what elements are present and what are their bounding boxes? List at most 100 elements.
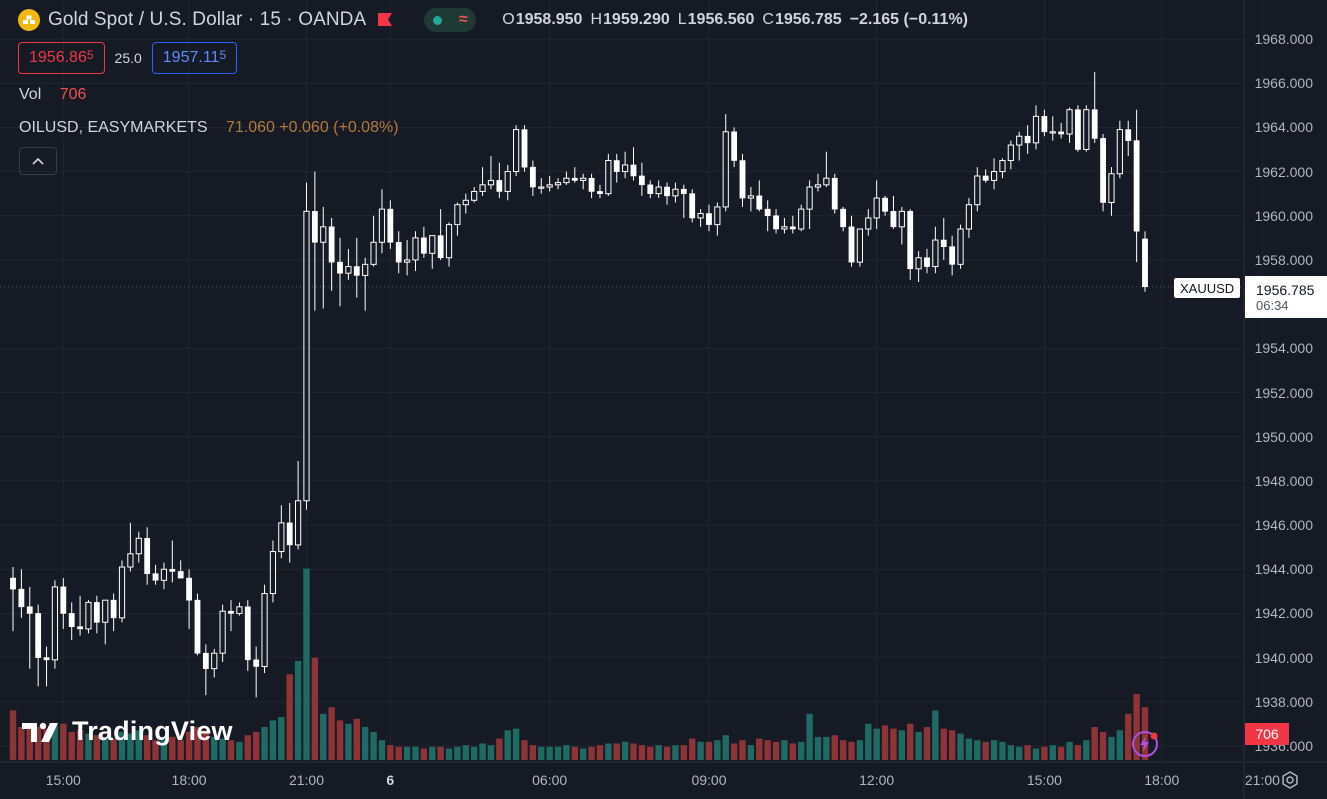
candle-body-up: [370, 241, 377, 265]
comparison-symbol: OILUSD, EASYMARKETS: [19, 119, 208, 136]
candle-body-down: [949, 246, 956, 265]
candle-body-down: [940, 239, 947, 247]
collapse-legend-button[interactable]: [19, 147, 57, 175]
red-flag-icon[interactable]: [376, 11, 394, 29]
candle-body-down: [630, 164, 637, 177]
candle-body-down: [597, 191, 603, 194]
candle-body-up: [1032, 115, 1040, 144]
volume-bar: [278, 717, 285, 760]
candle-body-up: [1108, 173, 1115, 203]
candle-body-up: [278, 522, 285, 553]
trade-buttons: 1956.86 5 25.0 1957.11 5: [18, 42, 238, 74]
candle-body-down: [395, 241, 402, 263]
volume-bar: [252, 731, 260, 760]
volume-bar: [747, 745, 755, 760]
volume-bar: [781, 740, 788, 760]
volume-bar: [571, 746, 579, 760]
volume-bar: [487, 745, 495, 760]
price-tick-label: 1938.000: [1254, 693, 1313, 710]
candle-body-down: [496, 180, 503, 192]
volume-bar: [303, 568, 310, 760]
volume-bar: [940, 728, 947, 760]
candle-body-up: [722, 131, 729, 208]
volume-bar: [546, 746, 553, 760]
volume-bar: [1024, 745, 1031, 760]
candle-body-up: [269, 551, 277, 595]
volume-bar: [244, 735, 251, 760]
candle-body-up: [781, 226, 788, 230]
candle-body-up: [513, 129, 520, 173]
sell-price: 1956.86: [29, 49, 87, 66]
volume-bar: [831, 735, 838, 760]
volume-bar: [1116, 730, 1124, 760]
volume-bar: [68, 731, 75, 760]
volume-bar: [412, 746, 419, 760]
candle-body-up: [1016, 135, 1023, 146]
price-tick-label: 1948.000: [1254, 472, 1313, 489]
volume-bar: [118, 731, 126, 760]
time-tick-label: 6: [386, 772, 395, 788]
volume-bar: [1032, 748, 1040, 760]
volume-bar: [806, 713, 813, 760]
volume-label: Vol: [19, 86, 42, 103]
volume-bar: [1125, 713, 1132, 760]
sell-price-pip: 5: [86, 48, 94, 62]
volume-bar: [1066, 741, 1073, 760]
volume-bar: [714, 740, 721, 760]
volume-bar: [328, 707, 335, 760]
price-tick-label: 1958.000: [1254, 251, 1313, 268]
symbol-title[interactable]: Gold Spot / U.S. Dollar · 15 · OANDA: [48, 9, 367, 30]
candle-body-up: [546, 184, 553, 188]
volume-bar: [102, 736, 109, 760]
market-status-pill[interactable]: ≈: [424, 8, 477, 32]
volume-bar: [814, 736, 822, 760]
price-tick-label: 1942.000: [1254, 605, 1313, 622]
tradingview-logo[interactable]: TradingView: [22, 716, 233, 747]
volume-bar: [974, 740, 981, 760]
candle-body-down: [739, 160, 746, 199]
price-tick-label: 1940.000: [1254, 649, 1313, 666]
volume-bar: [387, 745, 394, 760]
volume-bar: [445, 748, 453, 760]
volume-bar: [596, 745, 604, 760]
sell-button[interactable]: 1956.86 5: [18, 42, 105, 74]
volume-bar: [588, 746, 595, 760]
time-tick-label: 06:00: [532, 772, 568, 788]
candle-body-up: [915, 257, 922, 270]
candle-body-down: [831, 177, 838, 210]
buy-button[interactable]: 1957.11 5: [151, 42, 238, 74]
price-tick-label: 1968.000: [1254, 31, 1313, 47]
volume-bar: [454, 746, 461, 760]
volume-bar: [370, 731, 377, 760]
candle-body-down: [764, 208, 771, 217]
volume-bar: [462, 745, 469, 760]
gold-coin-icon[interactable]: [18, 9, 40, 31]
candle-body-down: [186, 577, 192, 601]
candlesticks: [10, 72, 1148, 698]
candle-body-down: [152, 573, 159, 581]
volume-bar: [823, 736, 830, 760]
volume-bar: [43, 728, 50, 760]
buy-price-pip: 5: [219, 48, 227, 62]
lightning-icon[interactable]: [1131, 730, 1159, 758]
candle-body-up: [404, 259, 411, 263]
volume-bar: [261, 727, 268, 760]
price-tick-label: 1944.000: [1254, 561, 1313, 578]
volume-bar: [865, 723, 872, 760]
comparison-legend[interactable]: OILUSD, EASYMARKETS 71.060 +0.060 (+0.08…: [19, 119, 399, 137]
volume-bar: [554, 746, 562, 760]
price-tick-label: 1952.000: [1254, 384, 1313, 401]
candle-body-down: [613, 160, 620, 172]
candle-body-down: [756, 195, 763, 210]
volume-bar: [236, 741, 243, 760]
candle-body-down: [10, 577, 16, 590]
candle-body-up: [1007, 144, 1014, 162]
gear-icon[interactable]: [1280, 770, 1300, 790]
volume-bar: [429, 746, 436, 760]
volume-bar: [881, 725, 889, 760]
volume-legend[interactable]: Vol 706: [19, 86, 86, 104]
volume-bar: [705, 741, 713, 760]
candle-body-up: [127, 553, 134, 568]
candle-body-up: [605, 160, 612, 195]
